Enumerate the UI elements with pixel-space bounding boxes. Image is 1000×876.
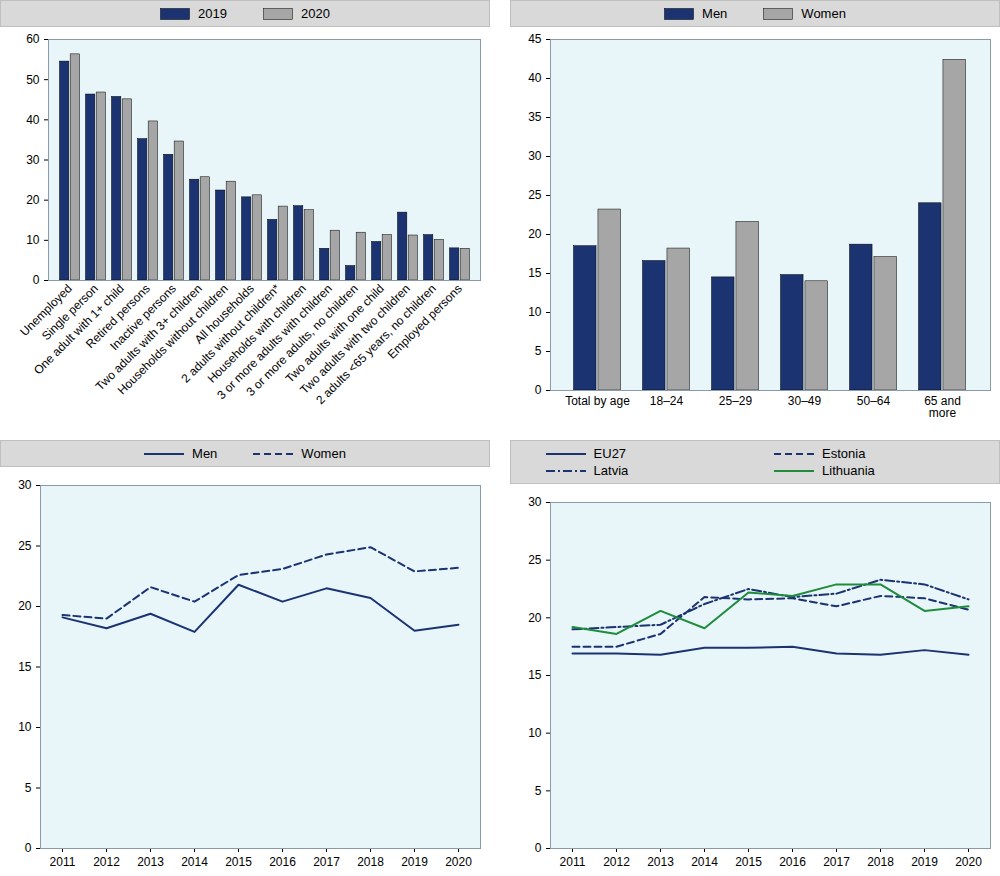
svg-text:15: 15 <box>528 668 542 682</box>
svg-text:Unemployed: Unemployed <box>17 281 75 339</box>
svg-text:Two adults with one child: Two adults with one child <box>283 281 387 385</box>
svg-text:65 andmore: 65 andmore <box>924 394 961 420</box>
svg-text:2019: 2019 <box>911 855 938 869</box>
svg-text:2020: 2020 <box>955 855 982 869</box>
svg-text:40: 40 <box>528 71 542 85</box>
svg-text:3 or more adults with children: 3 or more adults with children <box>214 281 335 403</box>
svg-text:2016: 2016 <box>779 855 806 869</box>
svg-text:2012: 2012 <box>93 855 120 869</box>
svg-text:2016: 2016 <box>269 855 296 869</box>
svg-text:30: 30 <box>18 478 32 492</box>
svg-text:2018: 2018 <box>357 855 384 869</box>
html-text:Women: Women <box>301 446 346 461</box>
svg-text:25–29: 25–29 <box>719 394 753 408</box>
svg-text:All households: All households <box>191 281 257 347</box>
svg-text:2 adults <65 years, no childre: 2 adults <65 years, no children <box>313 281 439 407</box>
html-text:2020: 2020 <box>301 6 330 21</box>
svg-text:Total by age: Total by age <box>565 394 630 408</box>
svg-text:20: 20 <box>18 599 32 613</box>
svg-text:0: 0 <box>535 841 542 855</box>
svg-text:2014: 2014 <box>181 855 208 869</box>
html-text:Men: Men <box>192 446 218 461</box>
svg-text:30–49: 30–49 <box>788 394 822 408</box>
svg-text:2015: 2015 <box>735 855 762 869</box>
svg-text:0: 0 <box>25 841 32 855</box>
html-text:Men: Men <box>702 6 728 21</box>
svg-text:Retired persons: Retired persons <box>83 281 153 352</box>
html-text:Women: Women <box>801 6 846 21</box>
svg-text:20: 20 <box>26 193 40 207</box>
svg-text:5: 5 <box>535 784 542 798</box>
svg-text:15: 15 <box>528 266 542 280</box>
svg-text:25: 25 <box>528 188 542 202</box>
svg-text:2011: 2011 <box>50 855 76 869</box>
svg-text:Two adults with 3+ children: Two adults with 3+ children <box>92 281 205 394</box>
svg-text:5: 5 <box>25 781 32 795</box>
svg-text:10: 10 <box>528 305 542 319</box>
svg-text:15: 15 <box>18 660 32 674</box>
svg-text:2017: 2017 <box>313 855 340 869</box>
svg-text:Inactive persons: Inactive persons <box>107 281 179 354</box>
svg-text:One adult with 1+ child: One adult with 1+ child <box>30 281 127 378</box>
svg-text:40: 40 <box>26 113 40 127</box>
svg-text:30: 30 <box>26 153 40 167</box>
svg-text:2013: 2013 <box>647 855 674 869</box>
svg-text:18–24: 18–24 <box>650 394 684 408</box>
svg-text:10: 10 <box>528 726 542 740</box>
svg-text:20: 20 <box>528 227 542 241</box>
svg-text:2014: 2014 <box>691 855 718 869</box>
svg-text:50–64: 50–64 <box>857 394 891 408</box>
svg-text:Two adults with two children: Two adults with two children <box>297 281 413 397</box>
svg-text:0: 0 <box>33 273 40 287</box>
svg-text:5: 5 <box>535 344 542 358</box>
svg-text:20: 20 <box>528 611 542 625</box>
svg-text:2018: 2018 <box>867 855 894 869</box>
svg-text:2013: 2013 <box>137 855 164 869</box>
svg-text:10: 10 <box>26 233 40 247</box>
html-text:Lithuania: Lithuania <box>822 463 875 478</box>
svg-text:2011: 2011 <box>560 855 586 869</box>
svg-text:2019: 2019 <box>401 855 428 869</box>
html-text:EU27: EU27 <box>593 446 627 461</box>
svg-text:35: 35 <box>528 110 542 124</box>
svg-text:45: 45 <box>528 32 542 46</box>
svg-text:25: 25 <box>528 553 542 567</box>
svg-text:2015: 2015 <box>225 855 252 869</box>
svg-text:2017: 2017 <box>823 855 850 869</box>
svg-text:50: 50 <box>26 73 40 87</box>
html-text:2019: 2019 <box>198 6 227 21</box>
svg-text:0: 0 <box>535 383 542 397</box>
svg-text:Households with children: Households with children <box>204 281 309 386</box>
svg-text:2 adults without children*: 2 adults without children* <box>178 281 283 386</box>
svg-text:10: 10 <box>18 720 32 734</box>
svg-text:2012: 2012 <box>603 855 630 869</box>
html-text:Estonia: Estonia <box>822 446 866 461</box>
svg-text:3 or more adults, no children: 3 or more adults, no children <box>243 281 361 399</box>
svg-text:2020: 2020 <box>445 855 472 869</box>
svg-text:Households without children: Households without children <box>114 281 231 398</box>
svg-text:30: 30 <box>528 149 542 163</box>
svg-text:25: 25 <box>18 539 32 553</box>
svg-text:60: 60 <box>26 32 40 46</box>
svg-text:30: 30 <box>528 495 542 509</box>
html-text:Latvia: Latvia <box>593 463 629 478</box>
svg-text:Single person: Single person <box>39 281 101 344</box>
svg-text:Employed persons: Employed persons <box>385 281 465 361</box>
